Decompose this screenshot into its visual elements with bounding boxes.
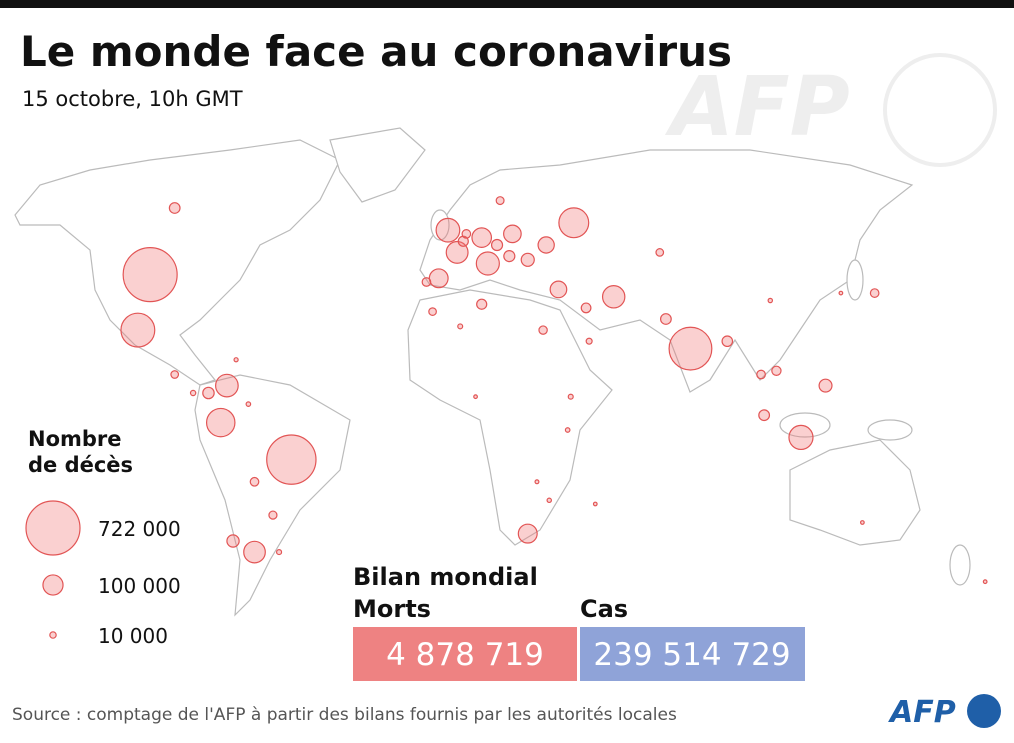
death-bubble xyxy=(668,326,713,371)
death-bubble xyxy=(859,520,865,525)
death-bubble xyxy=(564,427,571,433)
death-bubble xyxy=(767,297,774,304)
death-bubble xyxy=(503,224,522,244)
death-bubble xyxy=(445,240,469,264)
death-bubble xyxy=(520,252,535,267)
death-bubble xyxy=(170,370,180,379)
death-bubble xyxy=(120,312,156,348)
summary-title: Bilan mondial xyxy=(353,563,538,591)
source: Source : comptage de l'AFP à partir des … xyxy=(12,705,677,725)
south-america xyxy=(194,374,351,617)
japan xyxy=(846,259,864,301)
death-bubble xyxy=(473,394,478,400)
death-bubble xyxy=(428,268,449,289)
death-bubble xyxy=(818,378,833,393)
death-bubble xyxy=(205,407,236,438)
death-bubble xyxy=(249,476,260,487)
death-bubble xyxy=(275,549,283,556)
death-bubble xyxy=(534,479,540,485)
death-bubble xyxy=(758,409,771,422)
cases-label: Cas xyxy=(580,595,628,623)
top-bar xyxy=(0,0,1014,8)
death-bubble xyxy=(268,510,278,520)
legend-bubble xyxy=(42,574,64,596)
legend-bubble xyxy=(25,500,81,556)
death-bubble xyxy=(838,290,844,296)
cases-total: 239 514 729 xyxy=(593,637,790,673)
death-bubble xyxy=(202,386,215,400)
death-bubble xyxy=(655,248,665,257)
logo-circle xyxy=(967,694,1001,728)
legend-title: Nombre xyxy=(28,427,122,451)
death-bubble xyxy=(659,313,672,325)
death-bubble xyxy=(721,335,734,348)
death-bubble xyxy=(245,401,252,407)
bubbles xyxy=(120,196,988,585)
death-bubble xyxy=(869,288,880,298)
britain xyxy=(430,209,450,241)
death-bubble xyxy=(490,238,504,252)
death-bubble xyxy=(592,501,598,507)
legend-bubble xyxy=(49,631,57,639)
death-bubble xyxy=(601,285,626,309)
death-bubble xyxy=(788,424,814,451)
death-bubble xyxy=(233,357,239,363)
legend-title: de décès xyxy=(28,453,133,477)
legend: 722 000 100 000 10 000 xyxy=(25,500,181,648)
death-bubble xyxy=(585,337,593,345)
death-bubble xyxy=(461,229,472,239)
death-bubble xyxy=(266,434,317,485)
death-bubble xyxy=(771,365,782,377)
legend-label: 10 000 xyxy=(98,624,168,648)
death-bubble xyxy=(580,302,592,314)
deaths-box xyxy=(353,627,577,681)
new-zealand xyxy=(949,544,971,586)
australia xyxy=(789,439,921,546)
death-bubble xyxy=(495,196,505,206)
death-bubble xyxy=(471,227,493,248)
death-bubble xyxy=(476,298,488,310)
death-bubble xyxy=(537,236,555,254)
deaths-total: 4 878 719 xyxy=(386,637,544,673)
death-bubble xyxy=(122,247,178,303)
death-bubble xyxy=(243,540,266,564)
greenland xyxy=(329,127,426,203)
title: Le monde face au coronavirus xyxy=(20,27,732,76)
death-bubble xyxy=(215,373,239,398)
death-bubble xyxy=(538,325,548,335)
death-bubble xyxy=(226,534,240,548)
watermark-ring xyxy=(883,53,997,167)
eurasia xyxy=(419,149,914,393)
africa xyxy=(407,289,613,546)
legend-label: 100 000 xyxy=(98,574,181,598)
death-bubble xyxy=(517,523,538,544)
death-bubble xyxy=(982,579,988,585)
indonesia xyxy=(779,412,831,438)
cases-box xyxy=(580,627,805,681)
death-bubble xyxy=(756,369,766,380)
death-bubble xyxy=(457,323,464,330)
death-bubble xyxy=(567,393,574,400)
logo-text: AFP xyxy=(888,695,956,730)
death-bubble xyxy=(546,497,552,504)
death-bubble xyxy=(558,207,590,239)
new-guinea xyxy=(867,419,913,441)
death-bubble xyxy=(503,249,516,263)
subtitle: 15 octobre, 10h GMT xyxy=(22,87,243,111)
deaths-label: Morts xyxy=(353,595,431,623)
legend-label: 722 000 xyxy=(98,517,181,541)
death-bubble xyxy=(168,202,181,214)
death-bubble xyxy=(189,389,197,397)
death-bubble xyxy=(549,280,568,299)
death-bubble xyxy=(435,217,461,243)
death-bubble xyxy=(475,251,500,276)
death-bubble xyxy=(421,277,432,287)
watermark: AFP xyxy=(664,60,850,155)
death-bubble xyxy=(428,307,437,316)
world-map xyxy=(14,127,971,617)
north-america xyxy=(14,139,341,386)
